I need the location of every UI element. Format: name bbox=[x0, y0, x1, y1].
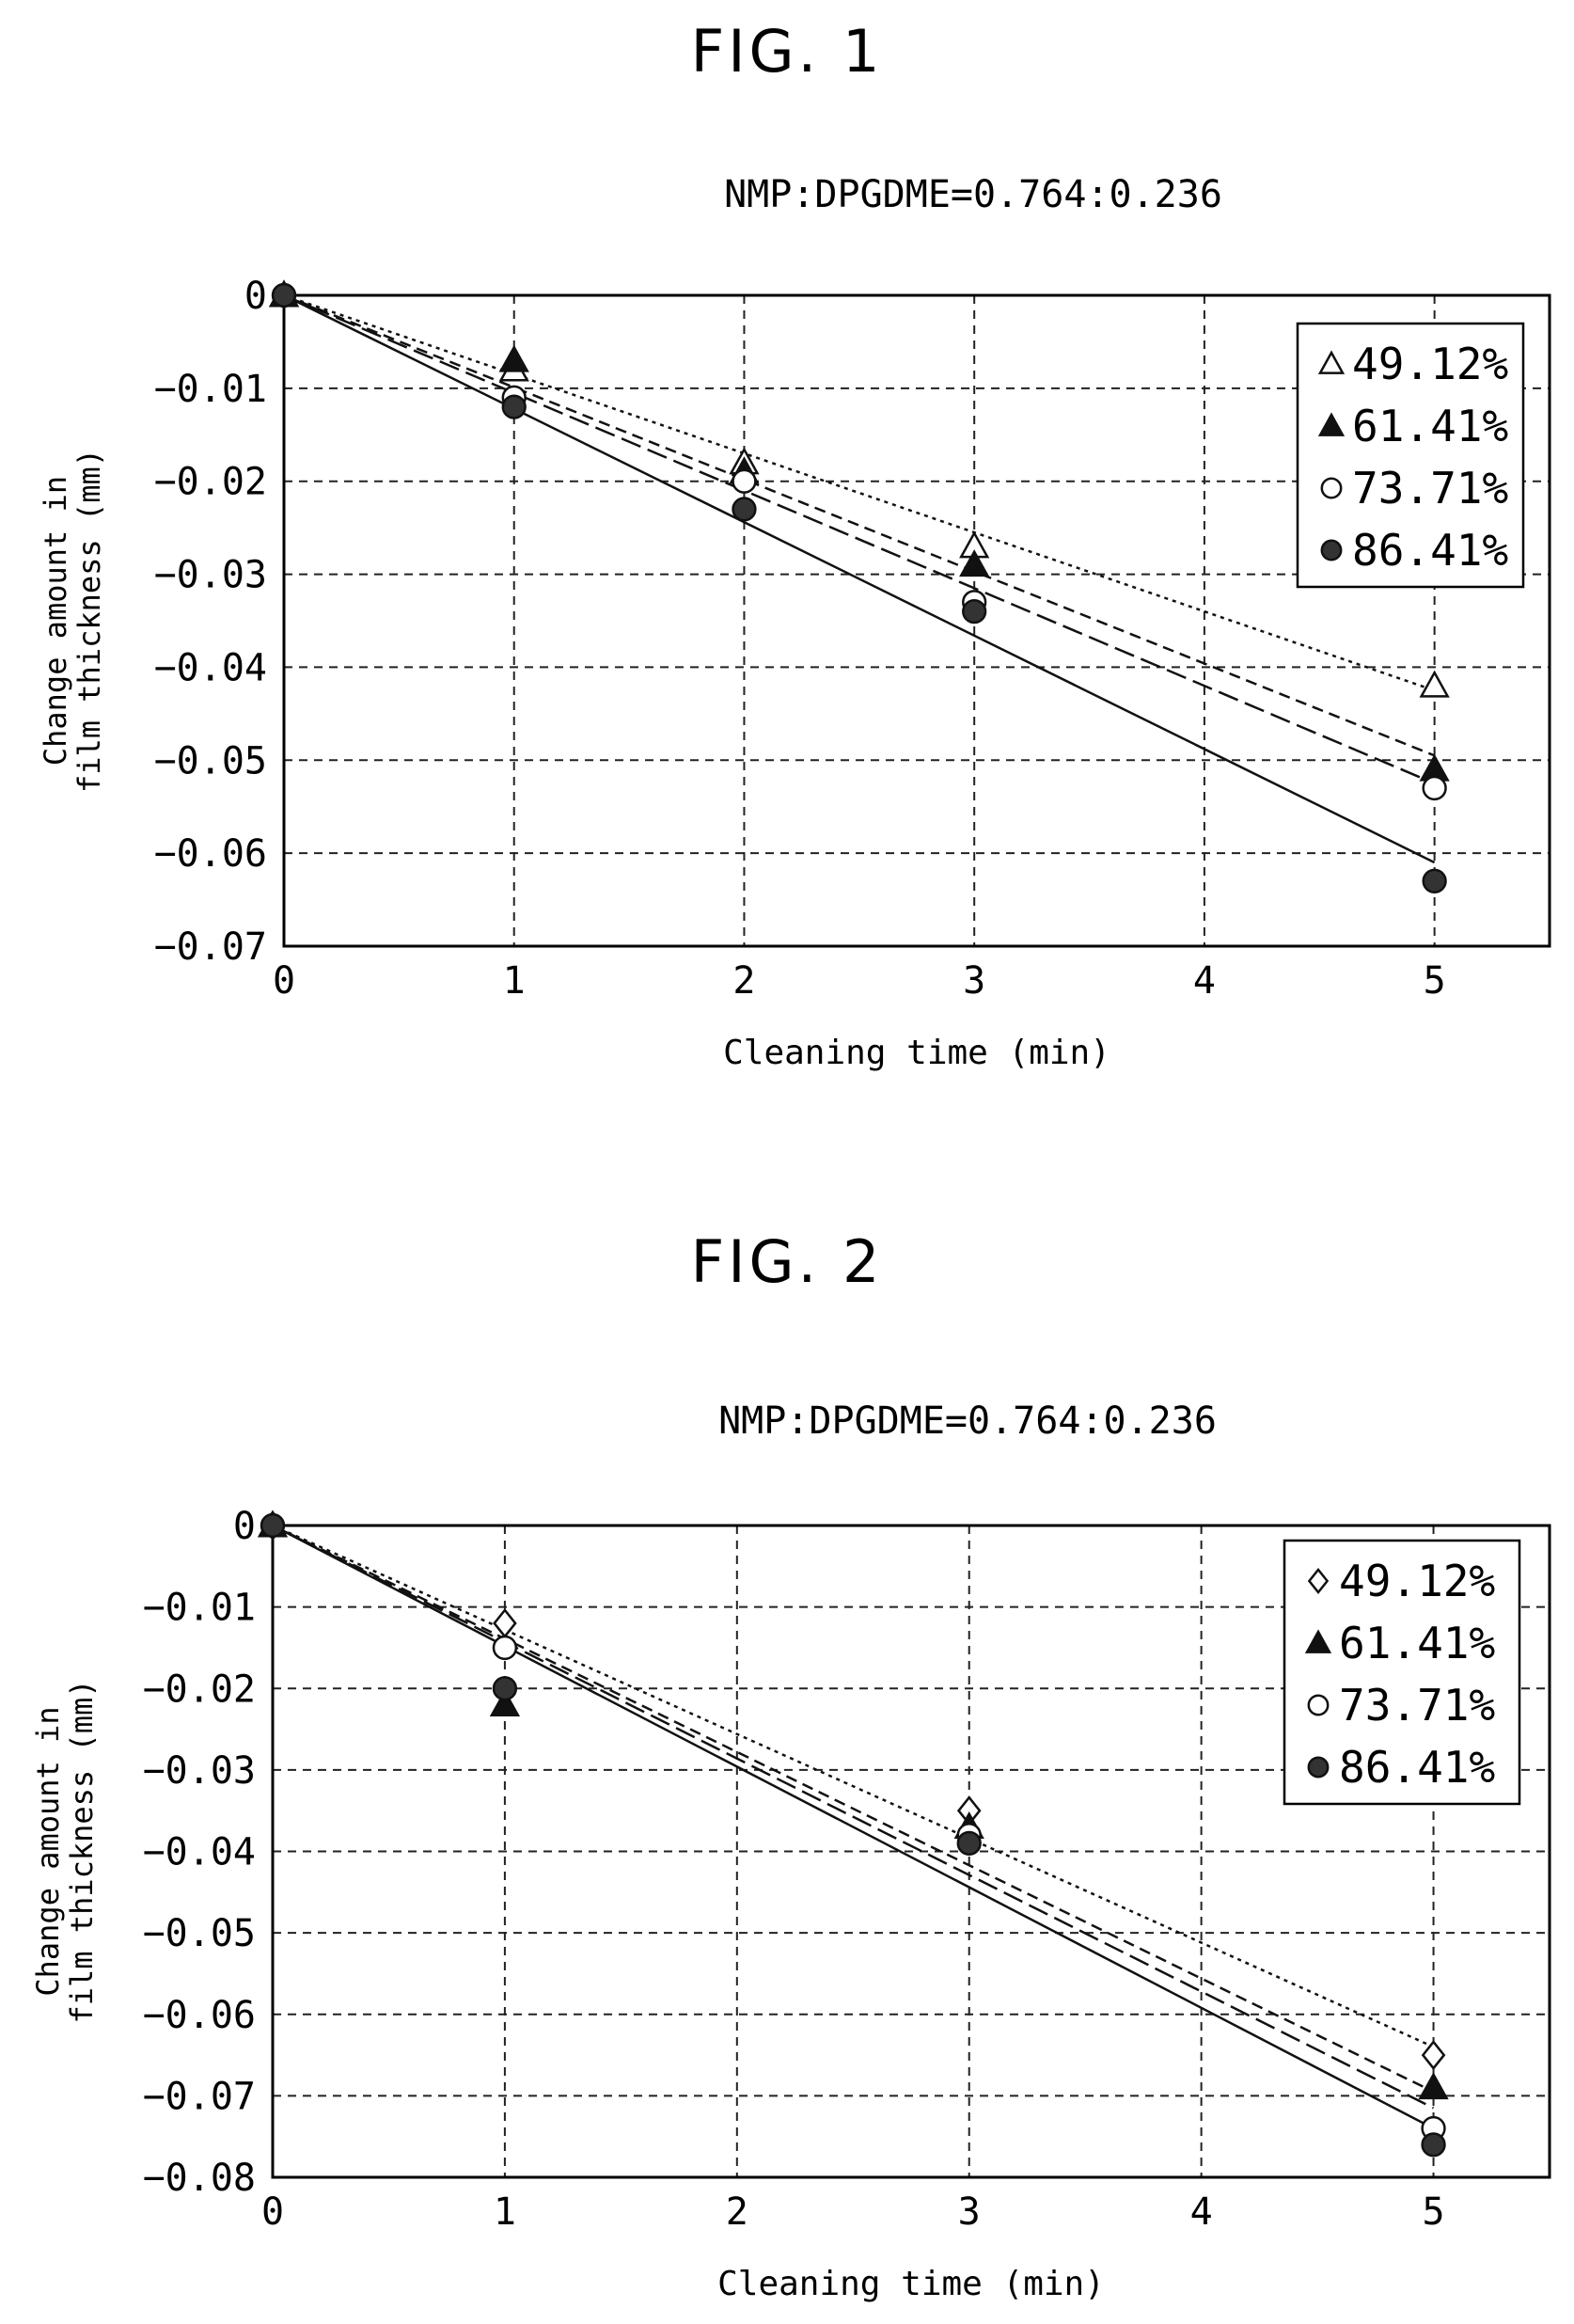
figure-2-label: FIG. 2 bbox=[690, 1227, 884, 1296]
x-axis-label: Cleaning time (min) bbox=[717, 2265, 1105, 2303]
y-tick-label: 0 bbox=[244, 275, 267, 318]
data-point bbox=[501, 394, 527, 419]
series-fit-line bbox=[272, 1524, 1435, 2048]
data-point bbox=[489, 1689, 521, 1717]
data-point bbox=[956, 1830, 982, 1856]
y-axis-label-line: Change amount in bbox=[38, 476, 73, 766]
data-point bbox=[493, 1607, 517, 1638]
legend: 49.12% 61.41% 73.71% 86.41% bbox=[1296, 322, 1525, 589]
legend-label: 49.12% bbox=[1339, 1556, 1495, 1606]
y-tick-label: −0.03 bbox=[154, 554, 267, 597]
y-tick-label: −0.06 bbox=[143, 1994, 256, 2037]
x-tick-label: 0 bbox=[273, 959, 295, 1003]
legend-label: 86.41% bbox=[1339, 1742, 1495, 1793]
y-tick-label: −0.07 bbox=[143, 2075, 256, 2118]
legend-marker bbox=[1307, 1567, 1330, 1595]
legend-marker bbox=[1304, 1629, 1332, 1653]
data-point bbox=[1418, 2072, 1449, 2100]
y-tick-label: −0.07 bbox=[154, 925, 267, 969]
series-fit-line bbox=[272, 1524, 1435, 2130]
data-point bbox=[1421, 2040, 1446, 2071]
x-axis-label: Cleaning time (min) bbox=[723, 1034, 1110, 1072]
series-fit-line bbox=[272, 1524, 1435, 2110]
data-point bbox=[732, 497, 757, 522]
x-tick-label: 1 bbox=[494, 2190, 516, 2234]
y-tick-label: −0.02 bbox=[154, 461, 267, 504]
y-tick-label: −0.05 bbox=[143, 1912, 256, 1955]
y-axis-label-line: film thickness (mm) bbox=[64, 1679, 100, 2023]
legend-marker bbox=[1320, 539, 1343, 561]
y-tick-label: −0.05 bbox=[154, 739, 267, 783]
legend-marker bbox=[1307, 1756, 1330, 1779]
x-tick-label: 3 bbox=[958, 2190, 981, 2234]
y-axis-label-line: film thickness (mm) bbox=[71, 449, 107, 793]
series-fit-line bbox=[283, 293, 1436, 785]
legend-label: 86.41% bbox=[1352, 525, 1508, 576]
figure-2-chart: NMP:DPGDME=0.764:0.236 0 1 2 3 4 5 0 −0.01 −0.02 −… bbox=[30, 1399, 1551, 2303]
data-point bbox=[1422, 868, 1447, 893]
x-tick-label: 0 bbox=[261, 2190, 284, 2234]
legend-marker bbox=[1317, 412, 1346, 436]
data-point bbox=[1422, 775, 1447, 801]
data-point bbox=[959, 549, 990, 577]
data-point bbox=[271, 282, 297, 308]
x-tick-label: 5 bbox=[1424, 959, 1446, 1003]
data-point bbox=[732, 468, 757, 494]
data-point bbox=[492, 1635, 518, 1661]
y-tick-label: −0.06 bbox=[154, 832, 267, 876]
chart-title: NMP:DPGDME=0.764:0.236 bbox=[718, 1399, 1217, 1443]
data-point bbox=[492, 1676, 518, 1701]
series-fit-line bbox=[283, 293, 1436, 692]
x-tick-label: 2 bbox=[732, 959, 755, 1003]
y-tick-label: −0.08 bbox=[143, 2157, 256, 2200]
series-fit-line bbox=[283, 293, 1436, 864]
legend-label: 61.41% bbox=[1352, 401, 1508, 451]
legend-label: 73.71% bbox=[1352, 463, 1508, 514]
series-fit-line bbox=[283, 293, 1436, 757]
legend-marker bbox=[1307, 1694, 1330, 1716]
y-tick-label: −0.04 bbox=[154, 646, 267, 689]
x-tick-label: 3 bbox=[963, 959, 985, 1003]
legend-marker bbox=[1320, 477, 1343, 499]
y-tick-label: 0 bbox=[233, 1505, 256, 1548]
series-fit-line bbox=[272, 1524, 1435, 2094]
data-point bbox=[1421, 2132, 1446, 2158]
data-point bbox=[962, 598, 987, 624]
legend-label: 73.71% bbox=[1339, 1680, 1495, 1731]
figure-1-chart: NMP:DPGDME=0.764:0.236 0 1 2 3 4 5 0 −0.01 −0.02 −… bbox=[38, 173, 1551, 1072]
legend: 49.12% 61.41% 73.71% 86.41% bbox=[1283, 1539, 1521, 1806]
y-tick-label: −0.01 bbox=[143, 1587, 256, 1630]
legend-label: 61.41% bbox=[1339, 1618, 1495, 1668]
figure-1-label: FIG. 1 bbox=[690, 17, 884, 86]
chart-title: NMP:DPGDME=0.764:0.236 bbox=[724, 173, 1222, 216]
x-tick-label: 2 bbox=[726, 2190, 748, 2234]
x-tick-label: 4 bbox=[1193, 959, 1216, 1003]
plot-area-frame bbox=[282, 293, 1551, 948]
y-axis-label-line: Change amount in bbox=[30, 1706, 66, 1996]
data-point bbox=[260, 1512, 286, 1539]
y-tick-label: −0.03 bbox=[143, 1749, 256, 1793]
x-tick-label: 4 bbox=[1190, 2190, 1213, 2234]
y-tick-label: −0.01 bbox=[154, 368, 267, 411]
x-tick-label: 1 bbox=[503, 959, 526, 1003]
x-tick-label: 5 bbox=[1422, 2190, 1444, 2234]
y-tick-label: −0.04 bbox=[143, 1831, 256, 1874]
data-point bbox=[1419, 670, 1450, 698]
plot-area-frame bbox=[271, 1524, 1551, 2179]
data-point bbox=[498, 344, 529, 372]
legend-marker bbox=[1317, 350, 1346, 374]
legend-label: 49.12% bbox=[1352, 339, 1508, 389]
y-tick-label: −0.02 bbox=[143, 1668, 256, 1711]
